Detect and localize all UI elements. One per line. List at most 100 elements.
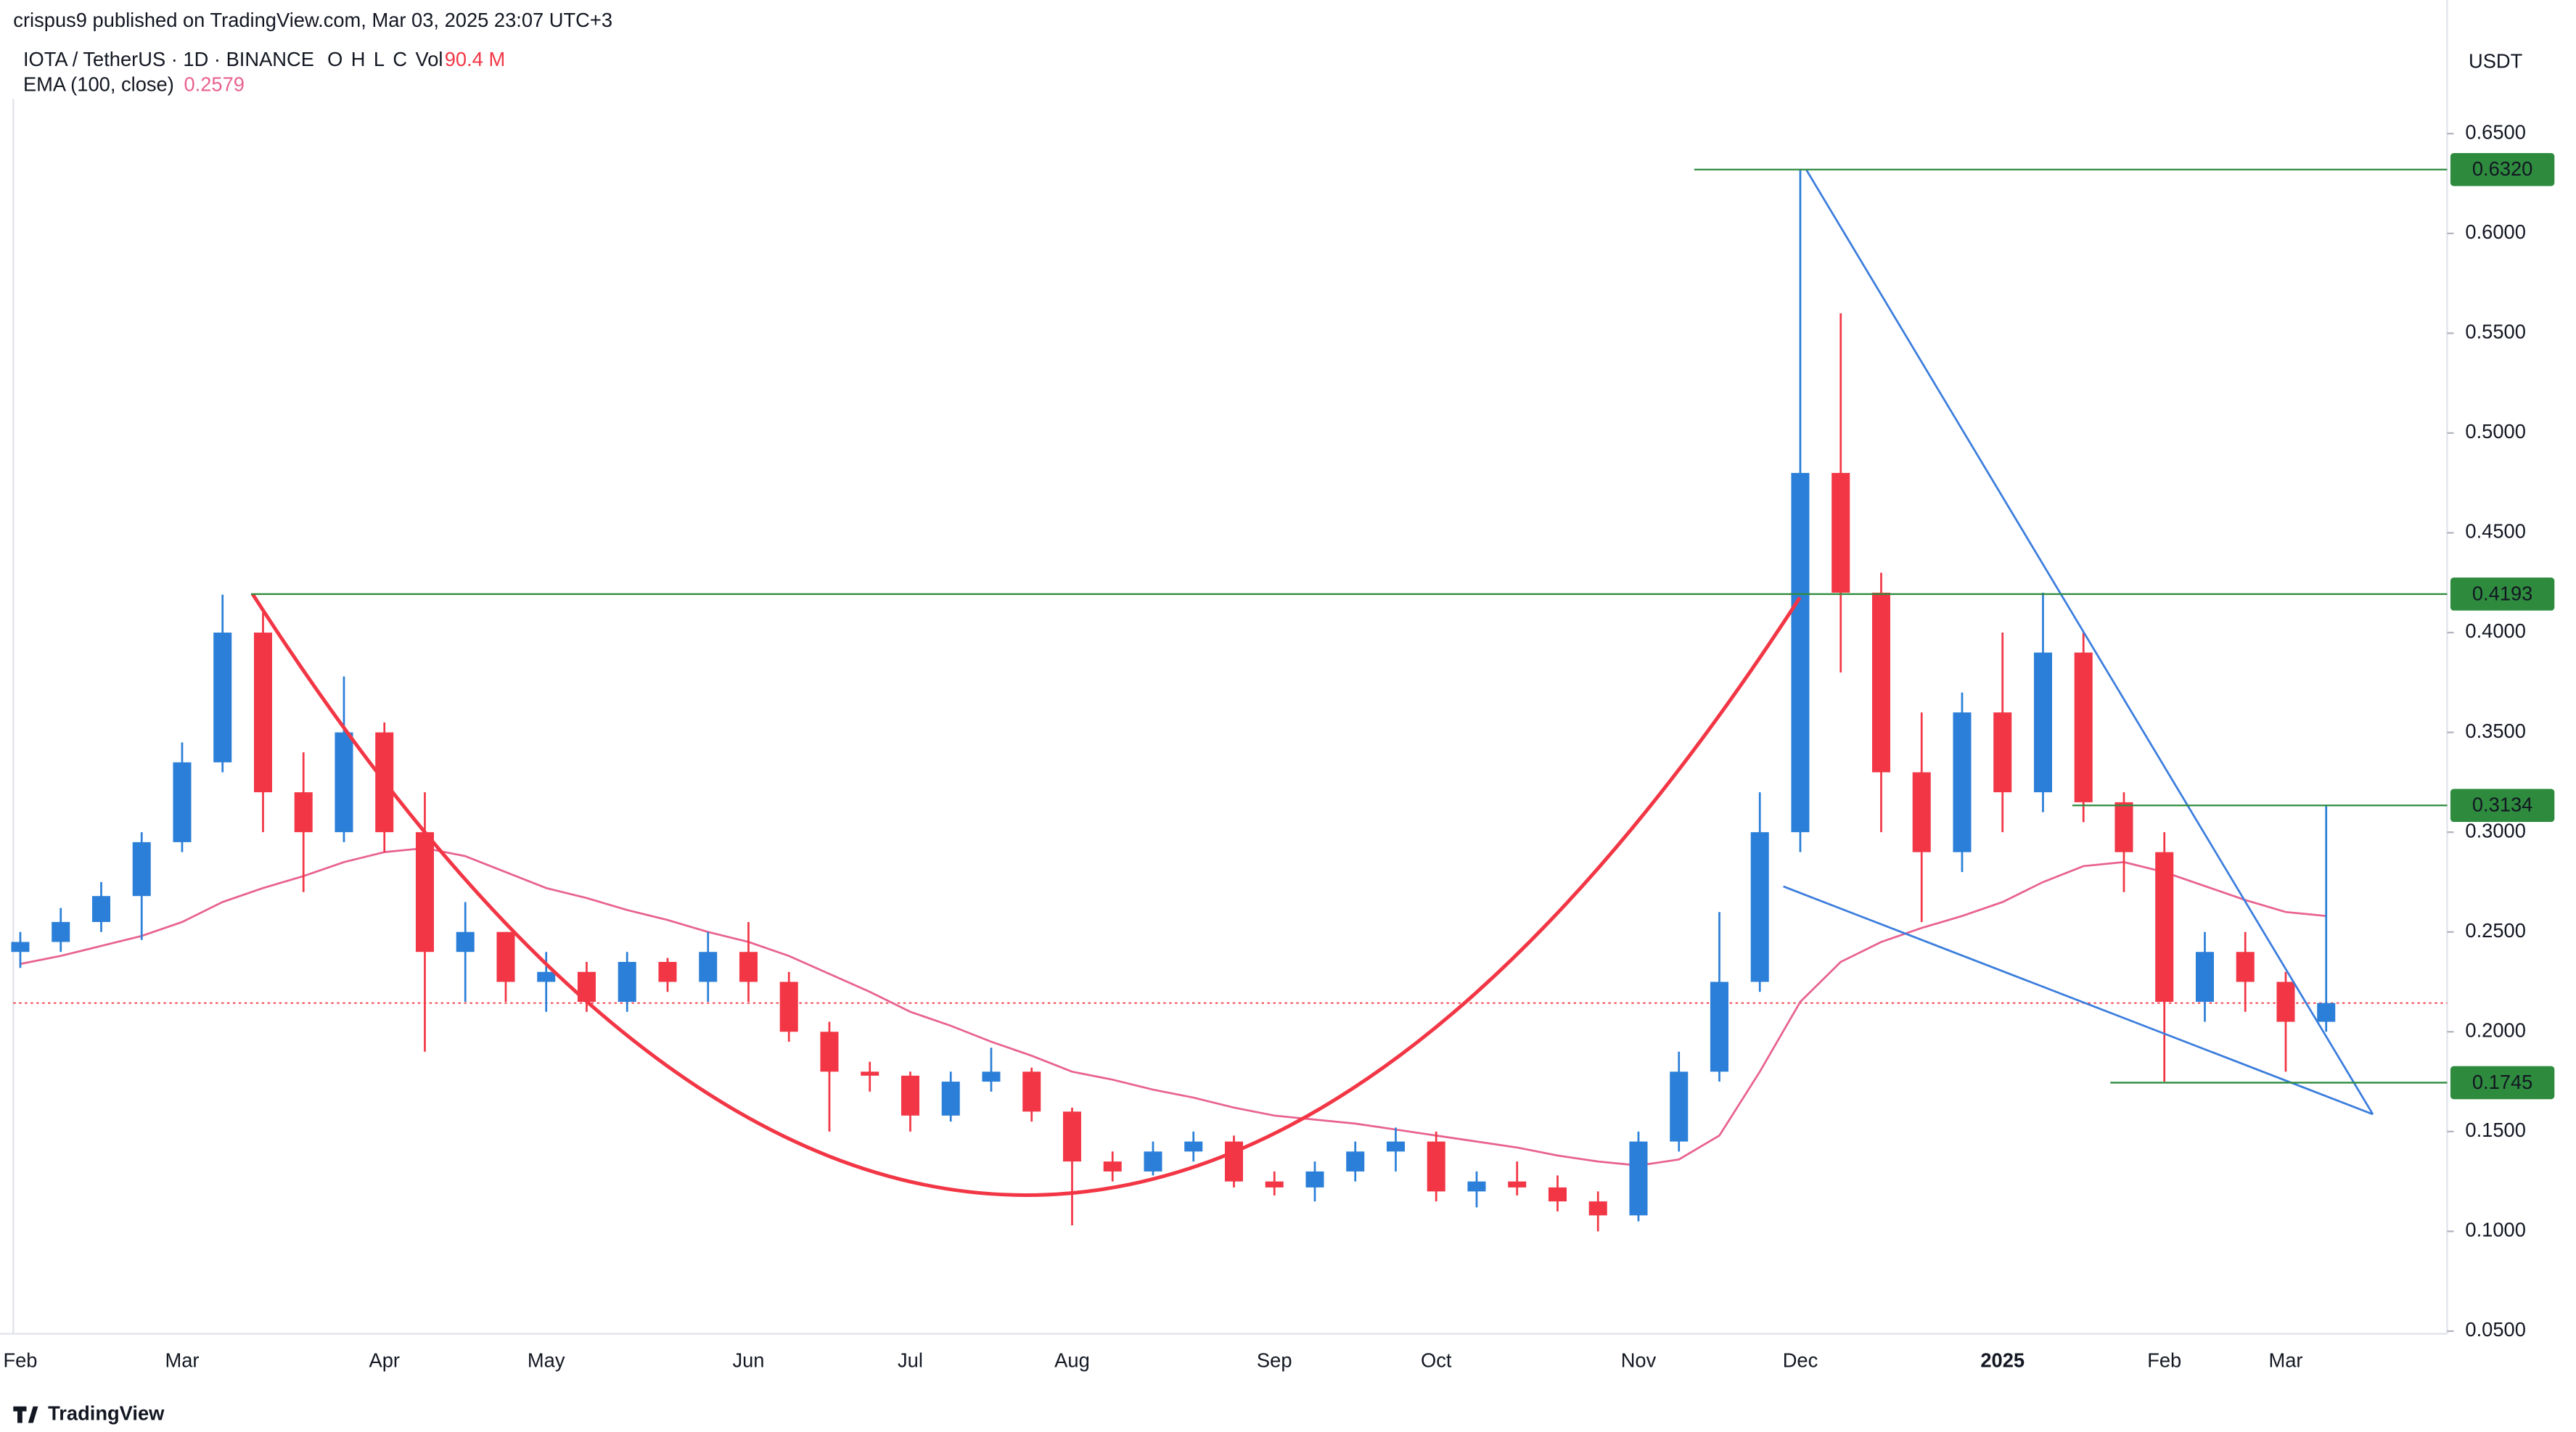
- x-tick-label: Oct: [1421, 1349, 1452, 1372]
- level-label: 0.4193: [2472, 582, 2533, 604]
- candle-body: [496, 931, 515, 982]
- candle-body: [739, 952, 758, 982]
- candle-body: [982, 1071, 1001, 1082]
- candle-body: [2155, 852, 2174, 1003]
- candle-body: [1022, 1071, 1041, 1112]
- x-tick-label: Aug: [1054, 1349, 1090, 1372]
- y-tick-label: 0.4000: [2465, 620, 2526, 642]
- level-label-box: [2450, 789, 2555, 823]
- candle-body: [2195, 952, 2214, 1003]
- y-tick-label: 0.1500: [2465, 1119, 2526, 1141]
- candle-body: [1588, 1201, 1607, 1216]
- y-tick-label: 0.1000: [2465, 1219, 2526, 1241]
- candle-body: [294, 792, 313, 833]
- logo-mark: [13, 1406, 38, 1423]
- wedge-upper: [1805, 169, 2374, 1115]
- candle-body: [1953, 712, 1972, 852]
- candle-body: [618, 961, 636, 1003]
- ema-line: [20, 847, 2326, 1166]
- candle-body: [779, 982, 798, 1032]
- candle-body: [132, 841, 151, 897]
- candle-body: [537, 971, 556, 982]
- currency: USDT: [2469, 50, 2523, 73]
- candle-body: [1305, 1171, 1324, 1188]
- symbol-legend: IOTA / TetherUS · 1D · BINANCE O H L C Vol 90.…: [23, 48, 505, 70]
- y-tick-label: 0.3000: [2465, 819, 2526, 841]
- candle-body: [1548, 1187, 1567, 1202]
- y-tick-label: 0.6500: [2465, 120, 2526, 143]
- candle-body: [1265, 1181, 1284, 1188]
- x-tick-label: Nov: [1621, 1349, 1657, 1372]
- candle-body: [11, 942, 30, 952]
- candle-body: [1670, 1071, 1689, 1142]
- level-label-box: [2450, 1066, 2555, 1100]
- candle-body: [415, 832, 434, 952]
- y-tick-label: 0.2000: [2465, 1019, 2526, 1041]
- candle-body: [1346, 1151, 1365, 1172]
- candle-body: [1144, 1151, 1162, 1172]
- candle-body: [901, 1075, 919, 1116]
- legend-key: O: [327, 48, 342, 70]
- x-tick-label: Feb: [2147, 1349, 2181, 1372]
- brand-name: TradingView: [48, 1402, 165, 1424]
- candle-body: [1912, 772, 1931, 852]
- x-tick-label: Mar: [2268, 1349, 2302, 1372]
- candle-body: [861, 1071, 879, 1076]
- candle-body: [173, 762, 192, 842]
- candle-body: [699, 952, 718, 982]
- x-tick-label: Dec: [1783, 1349, 1818, 1372]
- candle-body: [213, 633, 232, 762]
- candle-body: [1508, 1181, 1527, 1188]
- level-label-box: [2450, 577, 2555, 611]
- candle-body: [1386, 1141, 1405, 1152]
- candle-body: [456, 931, 475, 952]
- candle-body: [253, 633, 272, 793]
- candle-body: [658, 961, 677, 982]
- legend-key: C: [393, 48, 407, 70]
- candle-body: [2074, 652, 2093, 802]
- symbol: IOTA / TetherUS · 1D · BINANCE: [23, 48, 314, 70]
- ema-legend: EMA (100, close) 0.2579: [23, 73, 245, 96]
- legend-key: L: [374, 48, 385, 70]
- x-tick-label: 2025: [1980, 1349, 2025, 1372]
- x-tick-label: Jun: [732, 1349, 764, 1372]
- y-tick-label: 0.3500: [2465, 720, 2526, 742]
- candle-body: [1629, 1141, 1648, 1216]
- y-tick-label: 0.4500: [2465, 520, 2526, 543]
- x-tick-label: May: [528, 1349, 565, 1372]
- legend-key: Vol: [416, 48, 443, 70]
- candle-body: [52, 921, 70, 942]
- candle-body: [1103, 1161, 1122, 1172]
- x-tick-label: Jul: [898, 1349, 923, 1372]
- candle-body: [1427, 1141, 1445, 1192]
- ema-name: EMA (100, close): [23, 73, 174, 96]
- candle-body: [1710, 982, 1728, 1072]
- candle-body: [1184, 1141, 1203, 1152]
- legend-key: H: [351, 48, 366, 70]
- wedge-lower: [1783, 885, 2374, 1116]
- y-tick-label: 0.0500: [2465, 1318, 2526, 1341]
- y-tick-label: 0.5500: [2465, 321, 2526, 343]
- candle-body: [820, 1032, 839, 1072]
- y-tick-label: 0.5000: [2465, 420, 2526, 443]
- candle-body: [1871, 593, 1890, 773]
- candle-body: [941, 1082, 960, 1116]
- x-tick-label: Sep: [1257, 1349, 1292, 1372]
- candle-body: [1467, 1181, 1486, 1192]
- cup-curve: [251, 593, 1802, 1197]
- level-label: 0.6320: [2472, 157, 2533, 180]
- candle-body: [2114, 802, 2133, 852]
- watermark: crispus9 published on TradingView.com, M…: [13, 9, 612, 31]
- y-tick-label: 0.6000: [2465, 221, 2526, 243]
- candle-body: [2317, 1003, 2336, 1022]
- brand-logo: TradingView: [13, 1402, 165, 1424]
- legend-value: 90.4 M: [445, 48, 505, 70]
- y-tick-label: 0.2500: [2465, 919, 2526, 942]
- candle-body: [1791, 472, 1810, 833]
- candle-body: [1062, 1111, 1081, 1162]
- candle-body: [2276, 982, 2295, 1022]
- x-tick-label: Apr: [369, 1349, 399, 1372]
